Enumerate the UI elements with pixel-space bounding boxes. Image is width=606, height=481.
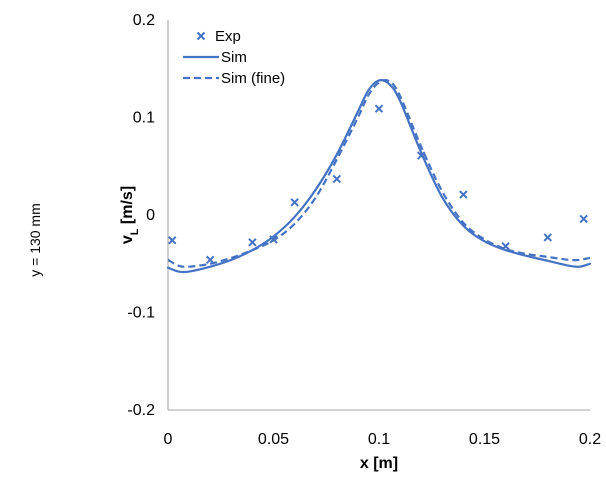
side-label: y = 130 mm	[27, 203, 43, 277]
legend-label: Exp	[215, 28, 241, 45]
legend-item-exp: Exp	[196, 28, 241, 45]
y-tick-label: -0.2	[127, 402, 155, 419]
y-tick-label: 0.1	[133, 110, 155, 127]
x-tick-label: 0.2	[579, 431, 601, 448]
data-point	[579, 214, 588, 224]
y-tick-label: -0.1	[127, 305, 155, 322]
y-axis-title-main: v	[119, 235, 136, 244]
legend-label: Sim	[221, 49, 247, 66]
x-tick-label: 0.15	[469, 431, 500, 448]
y-axis-title-unit: [m/s]	[119, 186, 136, 229]
legend: Exp Sim Sim (fine)	[183, 28, 285, 87]
series-layer	[166, 79, 592, 274]
data-point	[248, 238, 257, 247]
data-point	[459, 190, 468, 199]
x-tick-label: 0.1	[368, 431, 390, 448]
x-tick-label: 0	[164, 431, 173, 448]
y-axis-title: vL [m/s]	[119, 186, 141, 244]
legend-item-sim: Sim	[183, 49, 247, 66]
x-tick-label: 0.05	[258, 431, 289, 448]
y-tick-label: 0.2	[133, 12, 155, 29]
series-line-sim	[166, 79, 592, 274]
x-tick-labels: 0 0.05 0.1 0.15 0.2	[164, 431, 602, 448]
legend-item-sim-fine: Sim (fine)	[183, 70, 285, 87]
y-tick-labels: -0.2 -0.1 0 0.1 0.2	[127, 12, 155, 419]
y-axis-title-sub: L	[129, 228, 141, 235]
data-point	[332, 174, 342, 184]
x-axis-title: x [m]	[360, 455, 398, 472]
data-point	[374, 104, 384, 113]
series-exp	[168, 104, 588, 265]
data-point	[543, 233, 553, 242]
legend-label: Sim (fine)	[221, 70, 285, 87]
data-point	[168, 236, 177, 245]
y-tick-label: 0	[146, 207, 155, 224]
legend-marker	[196, 31, 206, 41]
data-point	[290, 198, 299, 207]
